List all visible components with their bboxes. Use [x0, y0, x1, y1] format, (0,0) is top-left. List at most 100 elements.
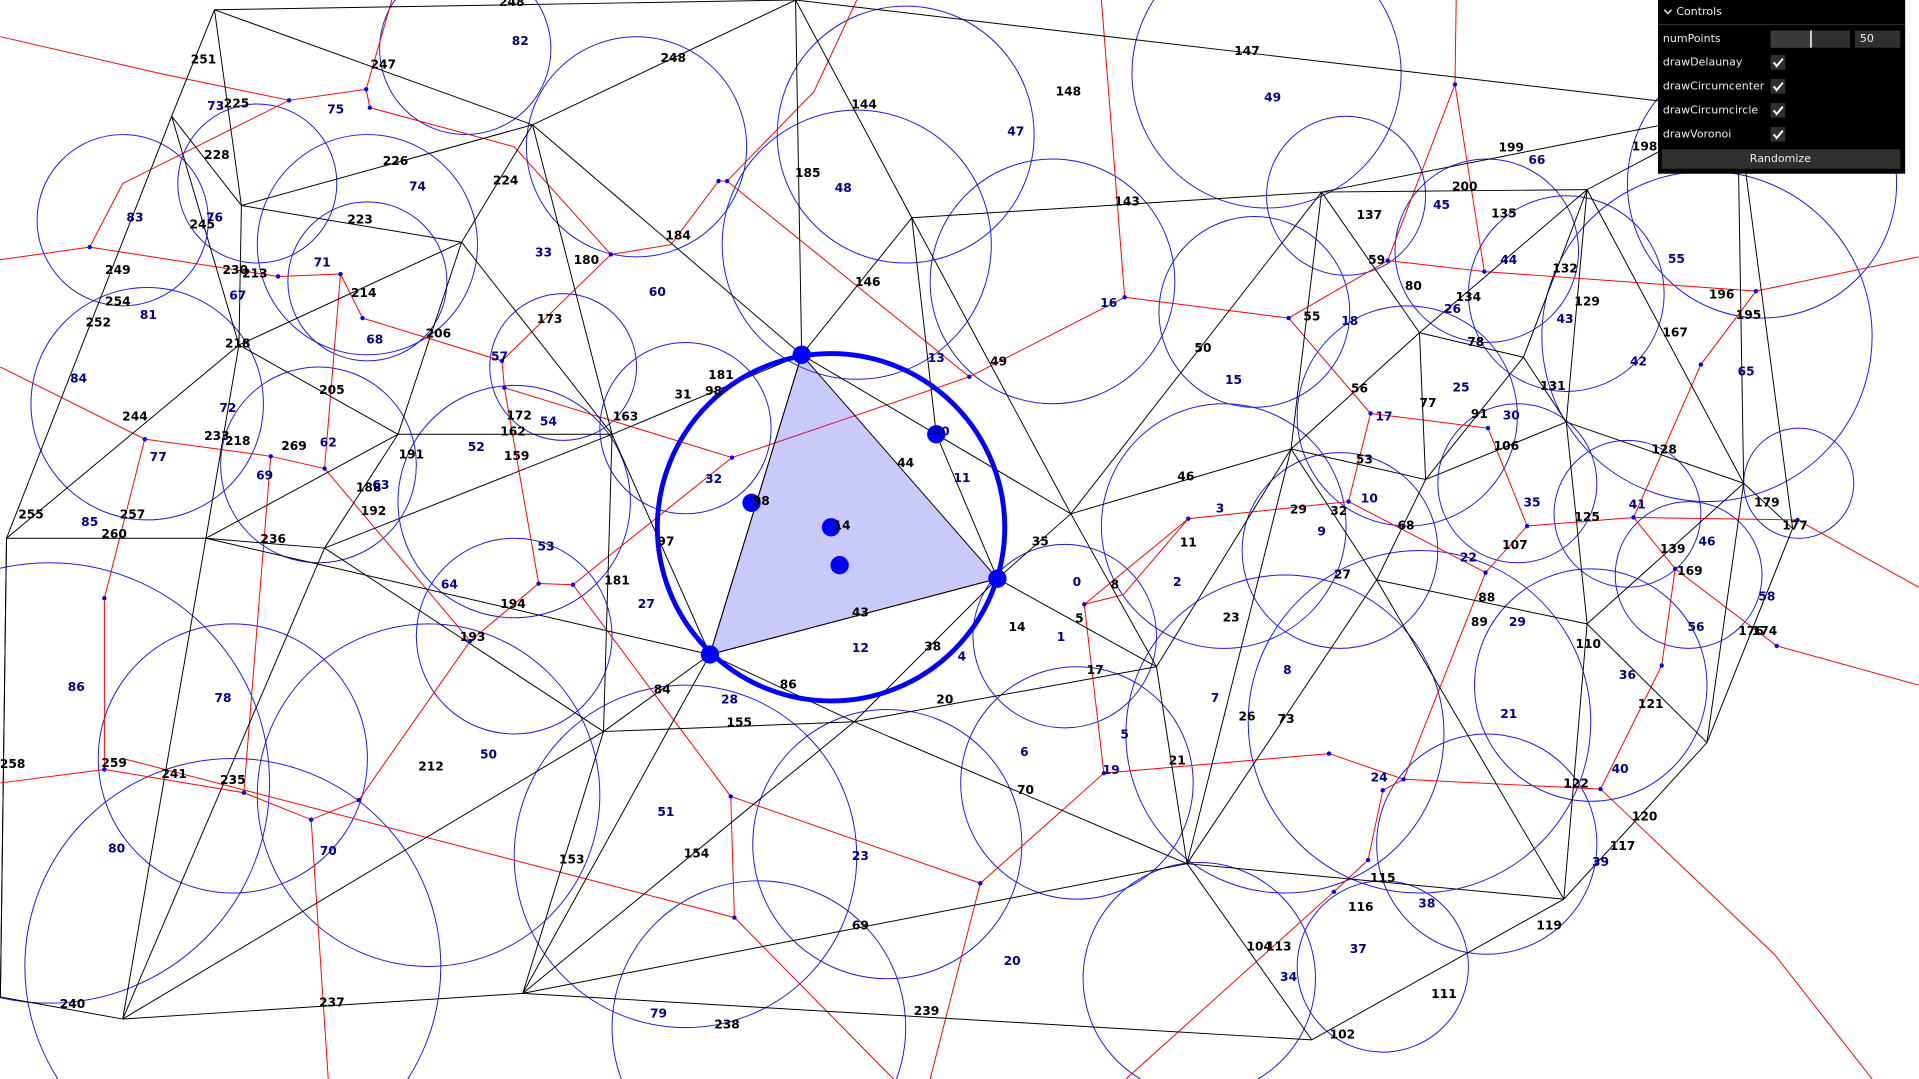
triangle-label: 40 — [933, 424, 950, 438]
voronoi-edge — [0, 36, 290, 101]
selected-point[interactable] — [792, 345, 811, 364]
collapse-icon[interactable] — [1663, 9, 1673, 15]
selected-point[interactable] — [830, 556, 849, 575]
checkbox[interactable] — [1770, 55, 1786, 70]
voronoi-edge — [503, 387, 540, 584]
circumcircle — [1131, 0, 1402, 209]
triangle-label: 36 — [1619, 668, 1636, 682]
circumcenter — [1631, 515, 1636, 520]
triangle-label: 30 — [1503, 408, 1520, 422]
circumcenter — [499, 358, 505, 364]
edge-label: 5 — [1075, 612, 1084, 626]
delaunay-edge — [795, 0, 1738, 111]
triangle-label: 55 — [1668, 252, 1685, 266]
delaunay-edge — [997, 513, 1072, 580]
delaunay-edge — [122, 547, 326, 1020]
control-label: numPoints — [1663, 32, 1721, 45]
number-value[interactable]: 50 — [1860, 32, 1874, 45]
circumcenter — [308, 817, 314, 822]
selected-point[interactable] — [821, 518, 841, 537]
circumcenter — [1122, 295, 1127, 300]
delaunay-edge — [1376, 579, 1588, 625]
voronoi-edge — [122, 758, 735, 918]
edge-label: 50 — [1194, 341, 1211, 355]
circumcenter — [732, 915, 737, 920]
edge-label: 223 — [347, 213, 373, 227]
circumcenter — [1672, 566, 1678, 572]
edge-label: 21 — [1169, 753, 1186, 767]
edge-label: 121 — [1638, 697, 1664, 711]
circumcenter — [1082, 602, 1087, 607]
edge-label: 43 — [852, 605, 869, 619]
delaunay-edge — [1070, 191, 1322, 515]
number-input[interactable] — [1854, 30, 1901, 48]
checkbox[interactable] — [1770, 126, 1786, 142]
checkbox[interactable] — [1770, 79, 1786, 94]
edge-label: 113 — [1266, 939, 1292, 953]
triangle-label: 60 — [649, 285, 666, 299]
delaunay-edge — [1186, 579, 1378, 864]
triangle-label: 46 — [1698, 534, 1715, 548]
delaunay-edge — [214, 0, 796, 11]
delaunay-edge — [0, 996, 123, 1020]
triangle-label: 34 — [1280, 970, 1297, 984]
edge-label: 115 — [1370, 871, 1396, 885]
delaunay-edge — [213, 9, 242, 206]
edge-label: 111 — [1431, 987, 1457, 1001]
panel-title[interactable]: Controls — [1676, 5, 1722, 18]
triangle-label: 39 — [1592, 855, 1609, 869]
edge-label: 46 — [1177, 470, 1194, 484]
triangle-label: 67 — [229, 289, 246, 303]
delaunay-edge — [1563, 623, 1588, 900]
circumcenter — [728, 794, 733, 799]
circumcircle — [1394, 158, 1580, 344]
edge-label: 247 — [371, 57, 397, 71]
triangle-label: 19 — [1103, 763, 1120, 777]
delaunay-edge — [522, 721, 855, 994]
selected-point[interactable] — [988, 569, 1007, 588]
edge-label: 224 — [493, 174, 519, 188]
edge-label: 249 — [105, 263, 131, 277]
edge-label: 86 — [780, 678, 797, 692]
delaunay-edge — [1419, 189, 1588, 334]
triangle-label: 40 — [1612, 762, 1629, 776]
triangle-label: 42 — [1630, 355, 1647, 369]
delaunay-edge — [854, 666, 1157, 723]
circumcenter — [1346, 499, 1351, 504]
edge-label: 97 — [657, 534, 674, 548]
triangle-label: 29 — [1509, 615, 1526, 629]
circumcircle — [1437, 403, 1598, 564]
delaunay-edge — [1321, 189, 1588, 193]
circumcenter — [87, 244, 92, 250]
edge-label: 116 — [1348, 900, 1374, 914]
selected-point[interactable] — [927, 425, 946, 444]
circumcircle — [513, 684, 858, 1029]
triangle-label: 45 — [1433, 198, 1450, 212]
circumcircle — [1241, 452, 1439, 649]
button-label[interactable]: Randomize — [1750, 152, 1811, 165]
selected-point[interactable] — [700, 645, 720, 664]
circumcircle — [1100, 403, 1347, 649]
delaunay-edge — [801, 217, 913, 356]
selected-point[interactable] — [742, 493, 761, 512]
delaunay-edge — [1290, 332, 1420, 450]
circumcenter — [1482, 269, 1487, 274]
edge-label: 255 — [18, 508, 44, 522]
circumcenters — [87, 82, 1800, 920]
delaunay-edge — [1070, 513, 1157, 667]
delaunay-edge — [1425, 356, 1524, 480]
edge-label: 110 — [1576, 637, 1602, 651]
circumcircle — [30, 286, 264, 521]
edge-label: 191 — [399, 448, 425, 462]
triangle-label: 81 — [140, 308, 157, 322]
edge-label: 35 — [1032, 534, 1049, 548]
delaunay-edge — [532, 124, 613, 435]
triangle-label: 2 — [1173, 575, 1182, 589]
delaunay-edge — [1186, 448, 1292, 864]
circumcenter — [570, 582, 576, 587]
edge-label: 167 — [1662, 325, 1688, 339]
voronoi-edge — [0, 769, 105, 784]
checkbox[interactable] — [1770, 103, 1786, 118]
randomize-button[interactable] — [1661, 149, 1901, 169]
